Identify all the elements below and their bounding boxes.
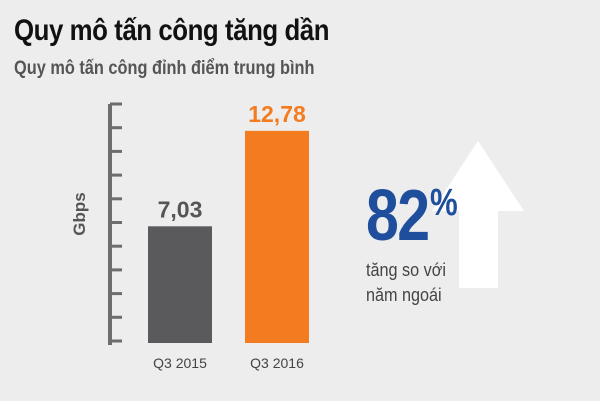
y-axis-label: Gbps [70,192,89,235]
y-axis [108,102,122,345]
arrow-shape [432,141,524,288]
chart-subtitle: Quy mô tấn công đỉnh điểm trung bình [14,58,315,79]
bar [245,130,309,343]
bar-value-label: 7,03 [158,196,203,222]
growth-value: 82 [366,176,430,256]
x-tick-label: Q3 2016 [250,355,304,371]
bar [148,226,212,343]
chart-title: Quy mô tấn công tăng dần [14,14,330,47]
growth-caption: tăng so với năm ngoái [366,258,446,308]
growth-caption-line2: năm ngoái [366,285,442,305]
growth-caption-line1: tăng so với [366,260,446,280]
x-tick-label: Q3 2015 [153,355,207,371]
bar-group: 7,03 Q3 2015 12,78 Q3 2016 [148,101,309,371]
up-arrow-icon [432,141,524,288]
growth-stat: 82% [366,180,458,252]
bar-value-label: 12,78 [248,101,306,127]
growth-unit: % [430,182,458,224]
